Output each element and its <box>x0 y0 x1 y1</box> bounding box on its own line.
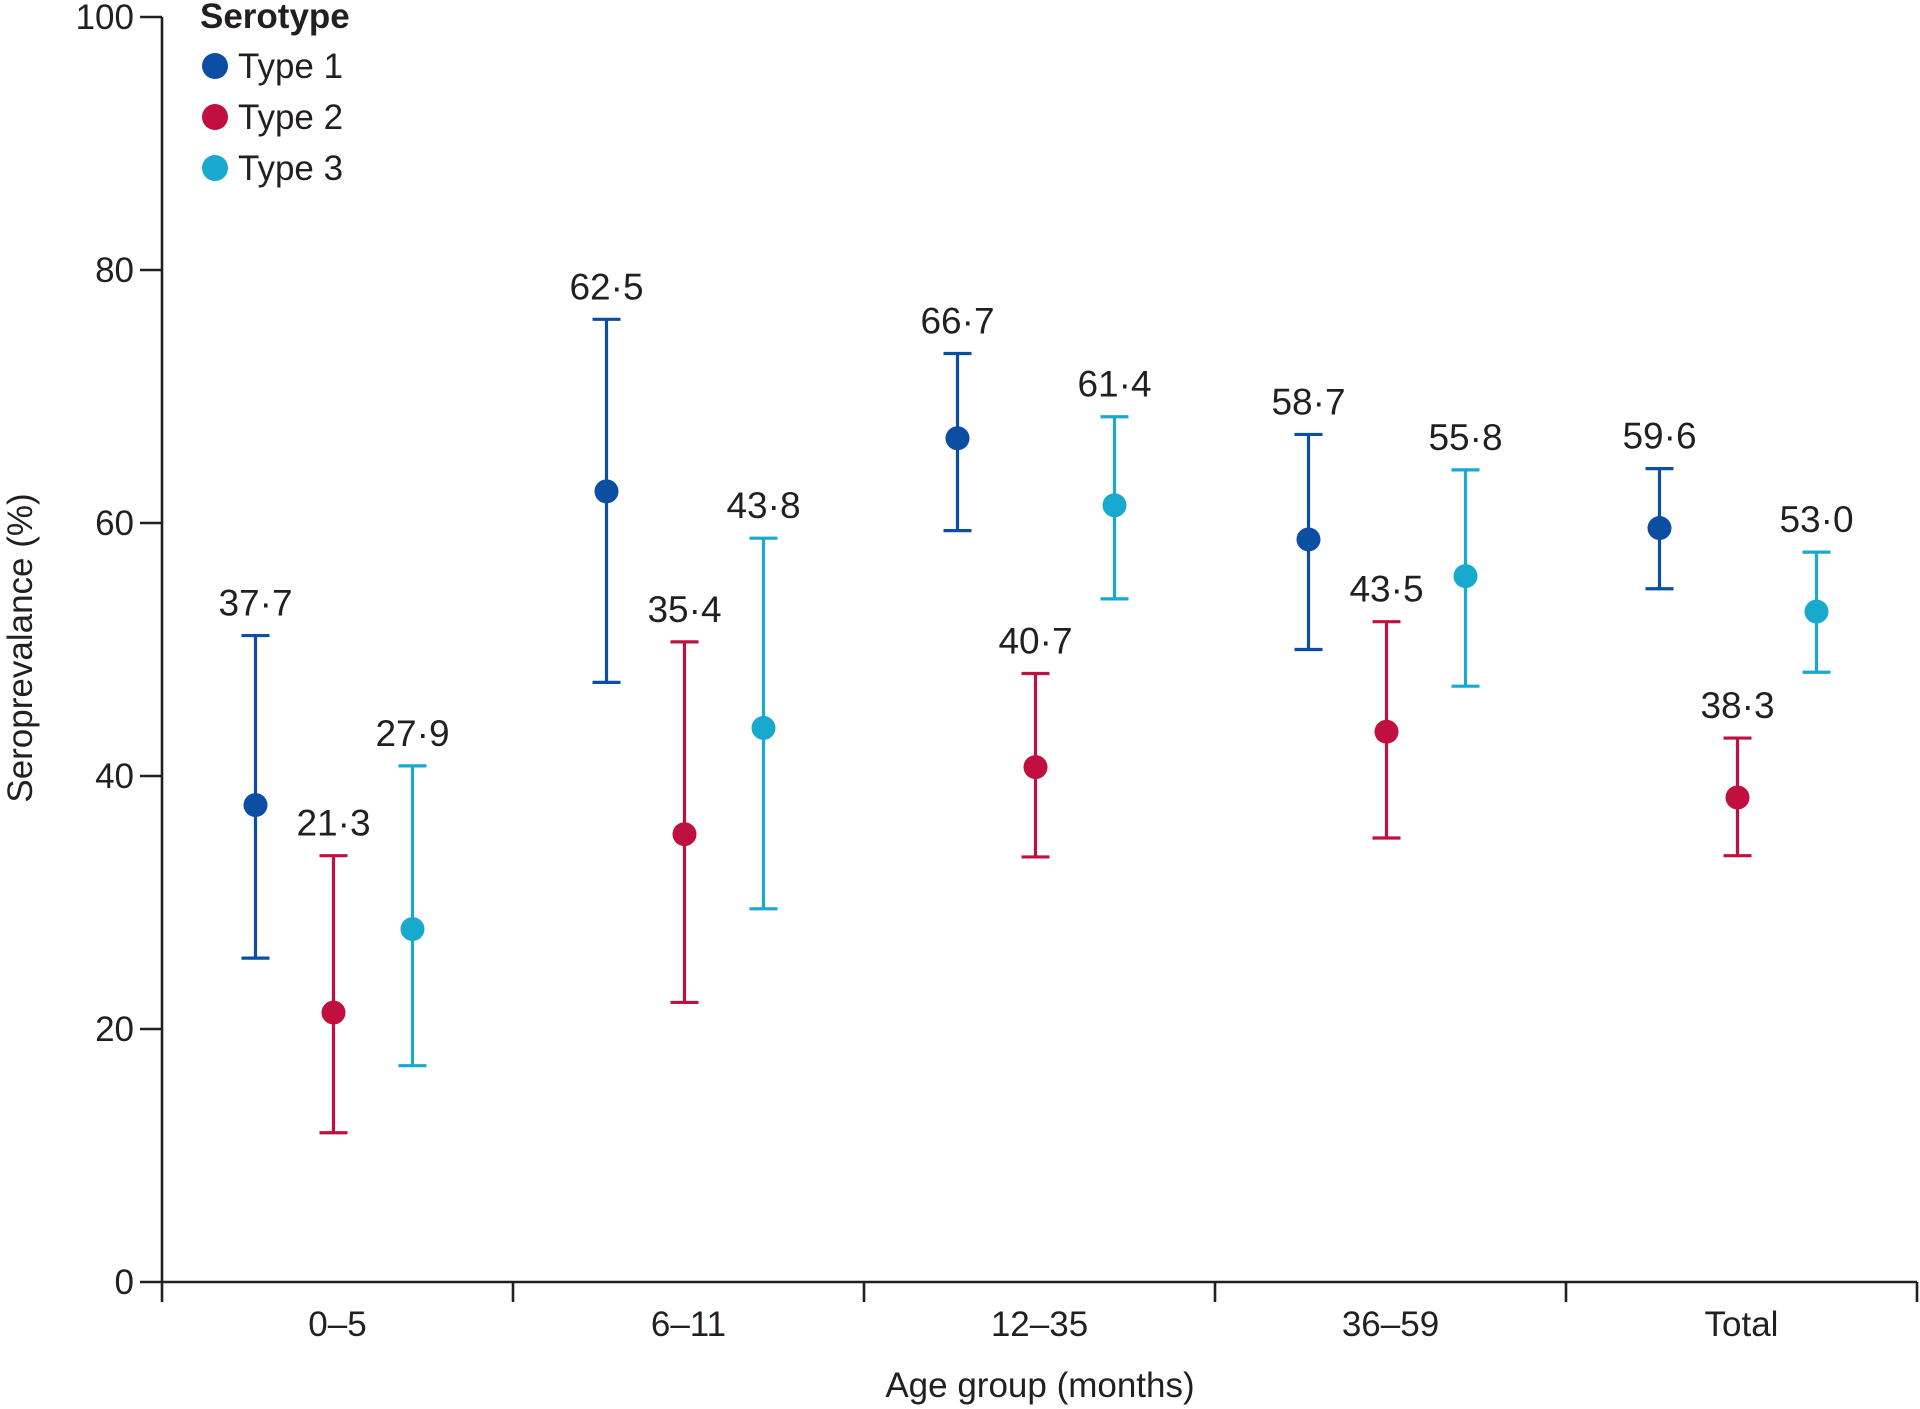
data-point <box>945 426 970 451</box>
y-tick-label: 40 <box>95 757 134 796</box>
data-point <box>243 793 268 818</box>
legend-marker <box>202 155 228 181</box>
legend-label: Type 3 <box>238 149 343 188</box>
data-point <box>400 917 425 942</box>
data-label: 21·3 <box>296 803 370 844</box>
data-label: 61·4 <box>1077 364 1151 405</box>
data-label: 58·7 <box>1271 381 1345 422</box>
data-point <box>1804 599 1829 624</box>
data-label: 66·7 <box>920 300 994 341</box>
data-point <box>751 715 776 740</box>
data-point <box>672 822 697 847</box>
x-tick-label: 6–11 <box>651 1305 726 1344</box>
y-tick-label: 80 <box>95 251 134 290</box>
legend-label: Type 2 <box>238 98 343 137</box>
y-axis-title: Seroprevalance (%) <box>1 493 40 802</box>
data-label: 38·3 <box>1700 685 1774 726</box>
legend: Serotype Type 1 Type 2 Type 3 <box>200 0 350 188</box>
y-tick-label: 60 <box>95 504 134 543</box>
data-point <box>594 479 619 504</box>
data-label: 35·4 <box>647 589 721 630</box>
x-axis-title: Age group (months) <box>885 1366 1194 1405</box>
data-label: 43·5 <box>1349 569 1423 610</box>
data-label: 55·8 <box>1428 417 1502 458</box>
x-tick-label: 12–35 <box>991 1305 1088 1344</box>
data-label: 53·0 <box>1779 499 1853 540</box>
data-point <box>1725 785 1750 810</box>
y-axis: 0 20 40 60 80 100 <box>76 0 164 1302</box>
data-marks: 37·7 62·5 66·7 58·7 59·6 21·3 35·4 40·7 43·5 38·3… <box>218 266 1854 1135</box>
legend-title: Serotype <box>200 0 350 36</box>
legend-marker <box>202 53 228 79</box>
data-label: 40·7 <box>998 621 1072 662</box>
data-label: 62·5 <box>569 266 643 307</box>
data-point <box>1102 493 1127 518</box>
legend-label: Type 1 <box>238 47 343 86</box>
y-tick-label: 20 <box>95 1010 134 1049</box>
data-label: 37·7 <box>218 583 292 624</box>
data-point <box>321 1000 346 1025</box>
x-tick-label: 36–59 <box>1342 1305 1439 1344</box>
data-label: 59·6 <box>1622 416 1696 457</box>
x-tick-label: Total <box>1705 1305 1779 1344</box>
data-point <box>1374 719 1399 744</box>
y-tick-label: 0 <box>115 1263 134 1302</box>
x-axis: 0–5 6–11 12–35 36–59 Total <box>160 1280 1919 1344</box>
data-point <box>1453 564 1478 589</box>
data-point <box>1023 755 1048 780</box>
x-tick-label: 0–5 <box>308 1305 366 1344</box>
data-point <box>1647 516 1672 541</box>
legend-marker <box>202 104 228 130</box>
data-point <box>1296 527 1321 552</box>
data-label: 27·9 <box>375 713 449 754</box>
data-label: 43·8 <box>726 485 800 526</box>
y-tick-label: 100 <box>76 0 134 37</box>
